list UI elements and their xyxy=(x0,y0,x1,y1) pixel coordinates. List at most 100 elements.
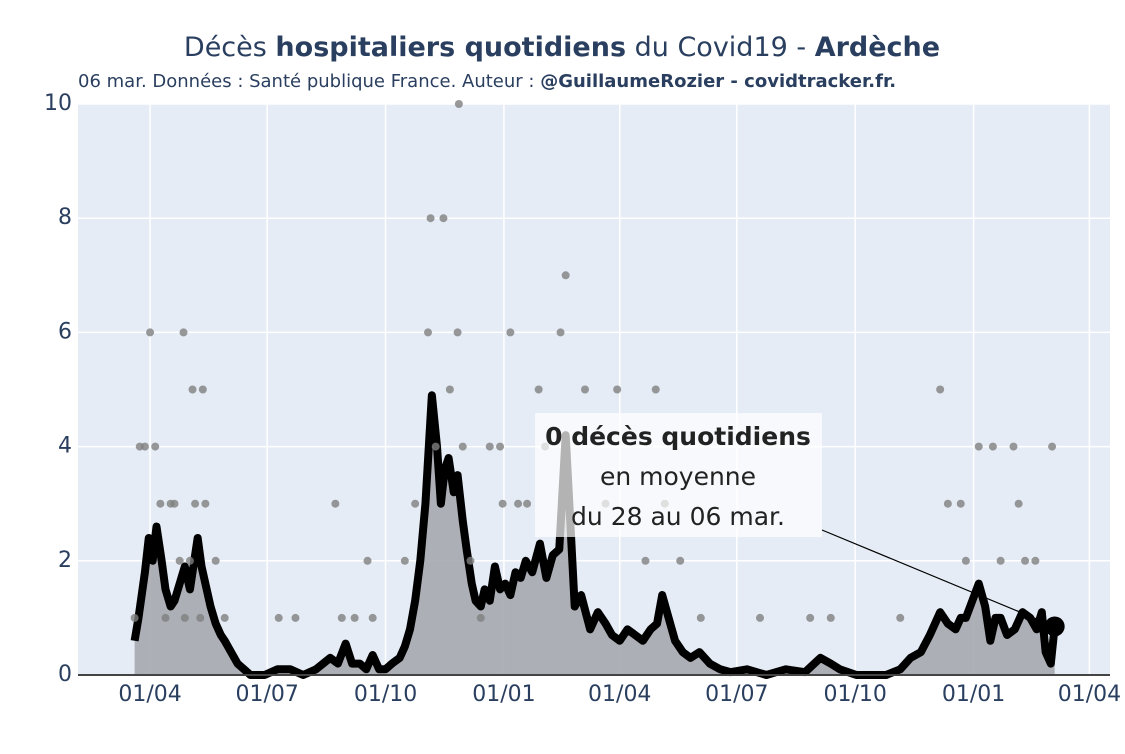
data-point xyxy=(1031,556,1040,565)
data-point xyxy=(1009,442,1018,451)
data-point xyxy=(988,442,997,451)
data-point xyxy=(534,385,543,394)
chart-subtitle: 06 mar. Données : Santé publique France.… xyxy=(78,71,896,92)
data-point xyxy=(641,556,650,565)
data-point xyxy=(453,328,462,337)
annotation: 0 décès quotidiens en moyenne du 28 au 06 … xyxy=(535,413,1055,628)
data-point xyxy=(130,613,139,622)
title-part: hospitaliers quotidiens xyxy=(275,32,626,63)
data-point xyxy=(400,556,409,565)
data-point xyxy=(676,556,685,565)
data-point xyxy=(175,556,184,565)
data-point xyxy=(580,385,589,394)
data-point xyxy=(826,613,835,622)
y-tick-label: 4 xyxy=(58,434,72,459)
data-point xyxy=(198,385,207,394)
data-point xyxy=(696,613,705,622)
data-point xyxy=(561,271,570,280)
data-point xyxy=(613,385,622,394)
title-part: Décès xyxy=(184,32,276,63)
annotation-arrow xyxy=(821,529,1055,628)
y-tick-label: 10 xyxy=(44,91,72,116)
line xyxy=(130,391,1059,679)
data-point xyxy=(291,613,300,622)
data-point xyxy=(961,556,970,565)
data-point xyxy=(331,499,340,508)
data-point xyxy=(363,556,372,565)
data-point xyxy=(161,613,170,622)
data-point xyxy=(140,442,149,451)
annotation-box xyxy=(535,413,822,537)
title-part: Ardèche xyxy=(815,32,940,63)
data-point xyxy=(188,385,197,394)
data-point xyxy=(956,499,965,508)
x-tick-label: 01/04 xyxy=(588,682,651,707)
data-point xyxy=(424,328,433,337)
data-point xyxy=(220,613,229,622)
data-point xyxy=(485,442,494,451)
title-part: du Covid19 - xyxy=(626,32,815,63)
annotation-text: du 28 au 06 mar. xyxy=(571,502,785,531)
data-point xyxy=(337,613,346,622)
data-point xyxy=(755,613,764,622)
subtitle-part: @GuillaumeRozier - covidtracker.fr. xyxy=(540,71,896,92)
data-point xyxy=(996,556,1005,565)
data-point xyxy=(943,499,952,508)
data-point xyxy=(350,613,359,622)
data-point xyxy=(201,499,210,508)
data-point xyxy=(496,442,505,451)
data-point xyxy=(1021,556,1030,565)
chart-title: Décès hospitaliers quotidiens du Covid19… xyxy=(184,32,940,63)
data-point xyxy=(151,442,160,451)
data-point xyxy=(806,613,815,622)
y-tick-label: 0 xyxy=(58,662,72,687)
plot-background xyxy=(78,104,1110,675)
data-point xyxy=(439,214,448,223)
data-point xyxy=(458,442,467,451)
data-point xyxy=(411,499,420,508)
data-point xyxy=(974,442,983,451)
x-tick-label: 01/01 xyxy=(472,682,535,707)
x-tick-label: 01/10 xyxy=(354,682,417,707)
marks xyxy=(130,100,1065,679)
x-tick-label: 01/04 xyxy=(1058,682,1121,707)
data-point xyxy=(156,499,165,508)
y-tick-label: 8 xyxy=(58,205,72,230)
data-point xyxy=(506,328,515,337)
x-tick-label: 01/10 xyxy=(824,682,887,707)
data-point xyxy=(556,328,565,337)
data-point xyxy=(180,613,189,622)
data-point xyxy=(1014,499,1023,508)
data-point xyxy=(191,499,200,508)
x-tick-label: 01/07 xyxy=(705,682,768,707)
x-tick-label: 01/01 xyxy=(942,682,1005,707)
subtitle-part: 06 mar. Données : Santé publique France.… xyxy=(78,71,540,92)
annotation-text: 0 décès quotidiens xyxy=(545,422,811,451)
ticks: 0 2 4 6 8 10 01/04 01/07 01/10 01/01 01/04 01/07 01/… xyxy=(44,91,1121,707)
grid xyxy=(78,103,1110,676)
data-point xyxy=(274,613,283,622)
data-point xyxy=(651,385,660,394)
data-point xyxy=(170,499,179,508)
data-point xyxy=(476,613,485,622)
data-point xyxy=(454,100,463,108)
data-point xyxy=(498,499,507,508)
data-point xyxy=(1048,442,1057,451)
data-point xyxy=(211,556,220,565)
data-point xyxy=(936,385,945,394)
y-tick-label: 2 xyxy=(58,548,72,573)
data-point xyxy=(426,214,435,223)
data-point xyxy=(514,499,523,508)
data-point xyxy=(185,556,194,565)
data-point xyxy=(523,499,532,508)
data-point xyxy=(368,613,377,622)
data-point xyxy=(196,613,205,622)
x-tick-label: 01/04 xyxy=(118,682,181,707)
y-tick-label: 6 xyxy=(58,319,72,344)
data-point xyxy=(896,613,905,622)
data-point xyxy=(146,328,155,337)
data-point xyxy=(431,442,440,451)
x-tick-label: 01/07 xyxy=(235,682,298,707)
data-point xyxy=(445,385,454,394)
